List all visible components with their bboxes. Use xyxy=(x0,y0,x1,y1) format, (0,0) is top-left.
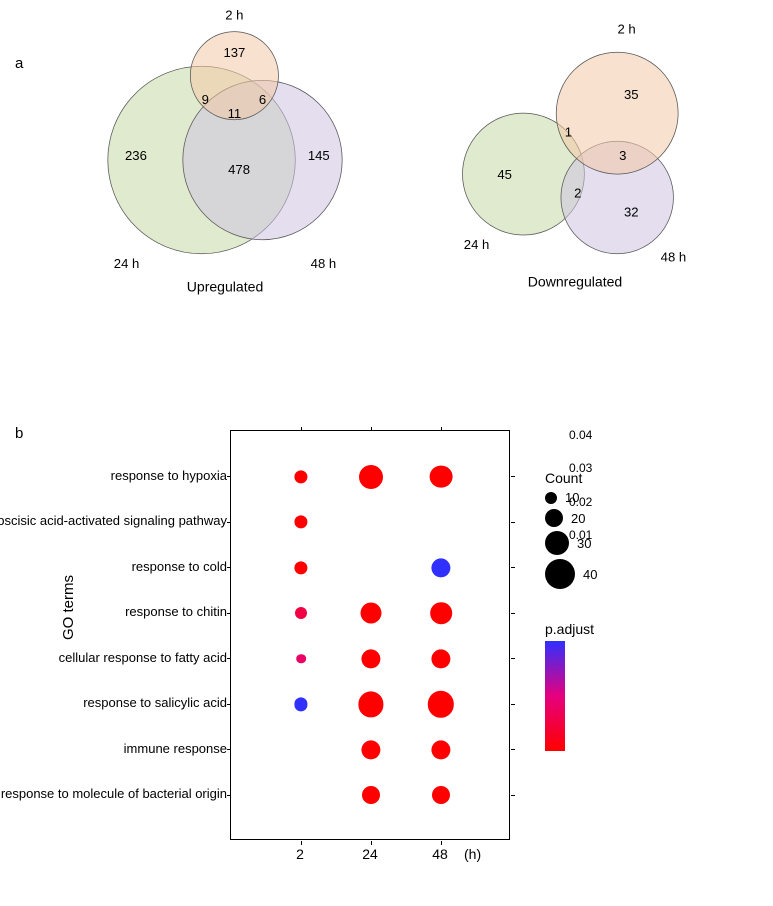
y-tick xyxy=(227,613,231,614)
legend-padjust-gradient xyxy=(545,641,565,751)
venn-downregulated: 3545321322 h24 h48 hDownregulated xyxy=(410,10,740,310)
legend-count-dot xyxy=(545,559,575,589)
venn-value-int_2_24: 9 xyxy=(202,92,209,107)
venn-value-only_24: 236 xyxy=(125,148,147,163)
venn-value-int_2_24: 1 xyxy=(565,125,572,140)
dotplot-point xyxy=(359,465,383,489)
legend-padjust-title: p.adjust xyxy=(545,621,745,637)
venn-circle-t2 xyxy=(556,52,678,174)
dotplot-panel xyxy=(230,430,510,840)
venn-value-only_2: 35 xyxy=(624,87,639,102)
legend-count-row: 20 xyxy=(545,509,745,527)
panel-label-b: b xyxy=(15,425,23,442)
legend-padjust-tick: 0.02 xyxy=(569,495,609,509)
dotplot-point xyxy=(361,649,380,668)
venn-value-only_48: 32 xyxy=(624,204,639,219)
y-tick xyxy=(227,658,231,659)
dotplot-point xyxy=(362,786,380,804)
dotplot-point xyxy=(431,649,450,668)
go-term-label: response to chitin xyxy=(0,604,227,619)
dotplot-point xyxy=(428,691,454,717)
dotplot-point xyxy=(430,465,453,488)
venn-value-int_24_48: 478 xyxy=(228,162,250,177)
y-tick xyxy=(511,613,515,614)
y-tick xyxy=(227,795,231,796)
venn-value-int_2_48: 6 xyxy=(259,92,266,107)
y-tick xyxy=(511,704,515,705)
y-tick xyxy=(511,658,515,659)
x-axis-unit: (h) xyxy=(464,846,481,862)
venn-value-only_24: 45 xyxy=(497,167,512,182)
dotplot-point xyxy=(294,516,307,529)
y-tick xyxy=(511,795,515,796)
x-tick xyxy=(371,427,372,431)
venn-value-int_2_48: 3 xyxy=(619,148,626,163)
y-tick xyxy=(227,704,231,705)
dotplot-point xyxy=(431,558,450,577)
legend-count-dot xyxy=(545,531,569,555)
y-tick xyxy=(511,522,515,523)
y-tick xyxy=(511,476,515,477)
venn-set-label-t48: 48 h xyxy=(311,256,337,271)
x-tick-label: 48 xyxy=(430,846,450,862)
legend-padjust-tick: 0.01 xyxy=(569,528,609,542)
legend-padjust-tick: 0.04 xyxy=(569,428,609,442)
dotplot-point xyxy=(430,602,452,624)
legend-count-dot xyxy=(545,492,557,504)
dotplot-point xyxy=(296,654,306,664)
go-term-label: response to hypoxia xyxy=(0,468,227,483)
x-tick-label: 24 xyxy=(360,846,380,862)
dotplot-point xyxy=(294,561,307,574)
y-tick xyxy=(227,749,231,750)
legend-count-row: 40 xyxy=(545,559,745,589)
panel-label-a: a xyxy=(15,55,23,72)
venn-set-label-t24: 24 h xyxy=(464,237,490,252)
legend-count-label: 40 xyxy=(583,567,597,582)
dotplot-point xyxy=(294,470,307,483)
x-tick-label: 2 xyxy=(290,846,310,862)
legend-area: Count 10203040 p.adjust 0.040.030.020.01 xyxy=(545,430,745,751)
go-term-label: response to cold xyxy=(0,559,227,574)
dotplot-point xyxy=(294,698,307,711)
venn-value-int_all: 11 xyxy=(228,106,242,121)
venn-title: Upregulated xyxy=(187,278,264,294)
dotplot-point xyxy=(295,607,307,619)
y-tick xyxy=(511,567,515,568)
venn-value-int_24_48: 2 xyxy=(574,186,581,201)
venn-set-label-t2: 2 h xyxy=(225,10,243,22)
venn-value-only_48: 145 xyxy=(308,148,330,163)
x-tick xyxy=(441,427,442,431)
go-term-label: immune response xyxy=(0,741,227,756)
dotplot-point xyxy=(358,692,383,717)
dotplot-point xyxy=(361,740,380,759)
page: a 13723614596478112 h24 h48 hUpregulated… xyxy=(0,0,773,906)
go-term-label: response to molecule of bacterial origin xyxy=(0,786,227,801)
dotplot-point xyxy=(361,603,382,624)
go-term-label: abscisic acid-activated signaling pathwa… xyxy=(0,513,227,528)
venn-set-label-t24: 24 h xyxy=(114,256,140,271)
x-tick xyxy=(371,841,372,845)
y-tick xyxy=(227,476,231,477)
legend-count-dot xyxy=(545,509,563,527)
go-term-label: response to salicylic acid xyxy=(0,695,227,710)
y-tick xyxy=(227,567,231,568)
x-tick xyxy=(301,427,302,431)
venn-upregulated: 137 236 145 9 6 478 11 2 h 24 h 48 h Upregulated xyxy=(60,10,390,310)
dotplot-point xyxy=(432,786,450,804)
go-term-label: cellular response to fatty acid xyxy=(0,650,227,665)
x-tick xyxy=(441,841,442,845)
legend-count-label: 20 xyxy=(571,511,585,526)
dotplot-point xyxy=(431,740,450,759)
legend-padjust-tick: 0.03 xyxy=(569,461,609,475)
y-tick xyxy=(227,522,231,523)
y-tick xyxy=(511,749,515,750)
x-tick xyxy=(301,841,302,845)
venn-set-label-t48: 48 h xyxy=(661,249,687,264)
venn-title: Downregulated xyxy=(528,274,623,290)
venn-set-label-t2: 2 h xyxy=(617,21,635,36)
venn-value-only_2: 137 xyxy=(223,45,245,60)
